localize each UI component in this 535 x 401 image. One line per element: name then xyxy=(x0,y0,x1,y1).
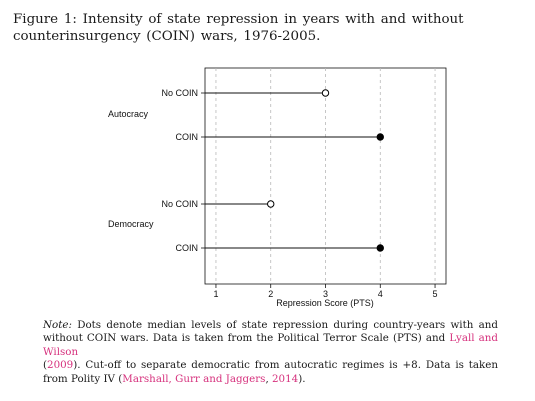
reference-link-2014[interactable]: 2014 xyxy=(272,372,299,385)
caption-text: Intensity of state repression in years w… xyxy=(13,12,464,44)
figure-caption: Figure 1: Intensity of state repression … xyxy=(13,11,525,45)
note-lead: Note: xyxy=(43,319,72,331)
ref1-name: Lyall and Wilson xyxy=(43,332,498,358)
note-text-1: Dots denote median levels of state repre… xyxy=(43,319,498,345)
median-dot xyxy=(376,244,384,252)
note-text-4: ). xyxy=(298,372,306,385)
group-label: Autocracy xyxy=(108,109,149,119)
caption-label: Figure 1: xyxy=(13,12,77,27)
x-tick-label: 2 xyxy=(268,289,273,299)
x-tick-label: 1 xyxy=(213,289,218,299)
x-tick-label: 4 xyxy=(378,289,383,299)
x-axis-title: Repression Score (PTS) xyxy=(276,298,374,308)
dot-rows: No COIN COIN No COIN COIN xyxy=(161,88,384,253)
x-tick-label: 3 xyxy=(323,289,328,299)
median-dot xyxy=(321,89,330,97)
y-tick-label: COIN xyxy=(176,132,199,142)
x-tick-label: 5 xyxy=(433,289,438,299)
reference-link-lyall-wilson[interactable]: Lyall and Wilson xyxy=(43,332,498,357)
x-axis: 1 2 3 4 5 xyxy=(213,284,438,299)
note-text-3: , xyxy=(265,372,272,385)
y-tick-label: No COIN xyxy=(161,88,198,98)
figure-note: Note: Dots denote median levels of state… xyxy=(43,319,498,386)
y-tick-label: COIN xyxy=(176,243,199,253)
note-text-2: ). Cut-off to separate democratic from a… xyxy=(43,359,498,385)
reference-link-2009[interactable]: 2009 xyxy=(47,359,74,372)
grid-lines xyxy=(215,68,436,284)
group-labels: Autocracy Democracy xyxy=(108,109,154,229)
median-dot xyxy=(376,133,384,141)
group-label: Democracy xyxy=(108,219,154,229)
median-dot xyxy=(267,200,275,208)
ref1-open: ( xyxy=(43,359,48,372)
y-tick-label: No COIN xyxy=(161,199,198,209)
reference-link-marshall[interactable]: Marshall, Gurr and Jaggers xyxy=(122,372,266,385)
